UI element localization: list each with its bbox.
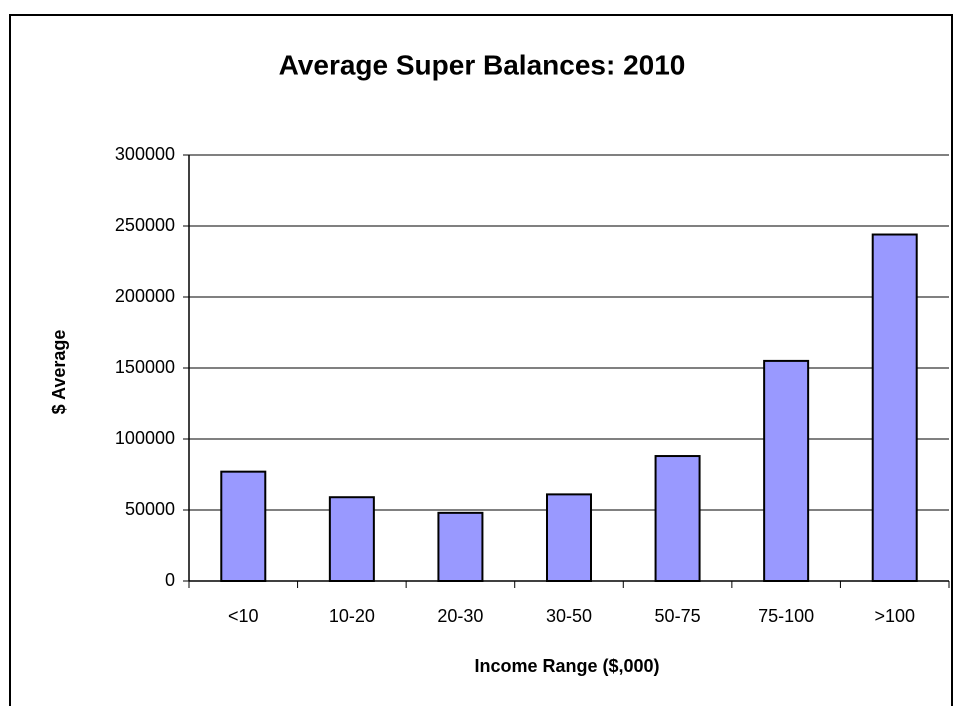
x-tick-label: 10-20 xyxy=(329,606,375,626)
y-tick-label: 50000 xyxy=(125,499,175,519)
y-axis-label: $ Average xyxy=(49,330,69,415)
bar xyxy=(546,493,592,583)
chart-title: Average Super Balances: 2010 xyxy=(279,49,686,80)
x-tick-label: >100 xyxy=(874,606,915,626)
x-tick-label: 20-30 xyxy=(437,606,483,626)
x-axis-label: Income Range ($,000) xyxy=(474,656,659,676)
bar xyxy=(654,455,701,583)
y-tick-label: 250000 xyxy=(115,215,175,235)
y-tick-label: 100000 xyxy=(115,428,175,448)
chart-frame xyxy=(9,14,953,706)
y-tick-label: 150000 xyxy=(115,357,175,377)
bar xyxy=(437,511,484,583)
x-tick-label: <10 xyxy=(228,606,259,626)
bar xyxy=(220,470,267,582)
bar xyxy=(871,233,918,583)
x-tick-label: 75-100 xyxy=(758,606,814,626)
y-tick-label: 200000 xyxy=(115,286,175,306)
bar xyxy=(328,496,375,582)
bar xyxy=(763,359,810,582)
y-tick-label: 300000 xyxy=(115,144,175,164)
x-tick-label: 30-50 xyxy=(546,606,592,626)
y-tick-label: 0 xyxy=(165,570,175,590)
x-tick-label: 50-75 xyxy=(655,606,701,626)
